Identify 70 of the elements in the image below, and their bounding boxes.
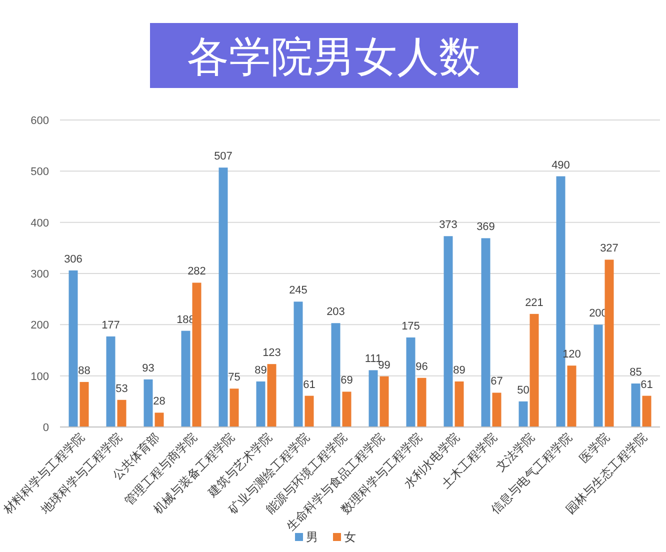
data-label: 61 xyxy=(303,378,316,391)
data-label: 99 xyxy=(378,359,390,372)
data-label: 53 xyxy=(116,382,128,395)
data-label: 69 xyxy=(340,374,353,387)
bar xyxy=(68,270,78,427)
bar xyxy=(642,396,652,427)
bar xyxy=(444,236,453,427)
data-label: 75 xyxy=(228,372,240,384)
data-label: 327 xyxy=(600,242,618,255)
data-label: 85 xyxy=(630,366,642,379)
bar xyxy=(530,314,539,427)
bar xyxy=(406,337,416,427)
data-label: 89 xyxy=(254,364,267,376)
bar xyxy=(604,260,614,427)
bar xyxy=(230,388,239,427)
bar xyxy=(342,392,352,427)
data-label: 123 xyxy=(262,347,281,360)
bar xyxy=(481,238,490,427)
chart-title: 各学院男女人数 xyxy=(187,35,481,81)
data-label: 221 xyxy=(525,296,544,309)
bar xyxy=(218,168,228,427)
data-label: 89 xyxy=(453,364,466,376)
bar xyxy=(144,379,153,427)
bar xyxy=(631,384,640,427)
y-tick-label: 100 xyxy=(30,370,49,383)
bar xyxy=(556,176,566,427)
data-label: 369 xyxy=(476,221,495,234)
y-tick-label: 200 xyxy=(30,320,49,332)
y-tick-label: 300 xyxy=(30,268,49,280)
bar xyxy=(154,412,164,427)
legend-label: 男 xyxy=(306,530,318,544)
bar xyxy=(454,381,464,427)
bar xyxy=(594,324,603,427)
data-label: 61 xyxy=(640,378,653,391)
data-label: 282 xyxy=(188,266,206,278)
y-tick-label: 600 xyxy=(30,115,49,127)
data-label: 490 xyxy=(552,159,570,172)
data-label: 203 xyxy=(326,306,345,318)
y-tick-label: 400 xyxy=(30,217,49,230)
bar xyxy=(267,364,276,427)
data-label: 306 xyxy=(64,253,82,266)
data-label: 28 xyxy=(153,396,166,408)
bar xyxy=(192,282,202,427)
bar xyxy=(117,400,126,427)
y-tick-label: 500 xyxy=(30,166,49,178)
data-label: 373 xyxy=(439,219,458,232)
data-label: 96 xyxy=(416,360,428,373)
bar xyxy=(492,392,502,427)
bar xyxy=(106,336,116,427)
bar xyxy=(294,302,303,427)
data-label: 50 xyxy=(517,384,530,396)
data-label: 177 xyxy=(102,319,120,332)
bar xyxy=(567,366,576,427)
bar xyxy=(518,401,528,427)
data-label: 67 xyxy=(490,376,503,388)
data-label: 245 xyxy=(289,284,308,297)
bar xyxy=(181,330,190,427)
data-label: 88 xyxy=(78,364,90,377)
bar xyxy=(417,378,426,427)
data-label: 175 xyxy=(402,320,420,332)
legend-label: 女 xyxy=(344,530,356,544)
data-label: 507 xyxy=(214,150,232,163)
data-label: 93 xyxy=(142,362,154,374)
bar xyxy=(368,370,378,427)
bar xyxy=(80,382,89,427)
bar xyxy=(304,396,314,427)
bar xyxy=(256,381,266,427)
bar xyxy=(331,323,340,427)
bar xyxy=(380,376,389,427)
y-tick-label: 0 xyxy=(42,422,49,434)
